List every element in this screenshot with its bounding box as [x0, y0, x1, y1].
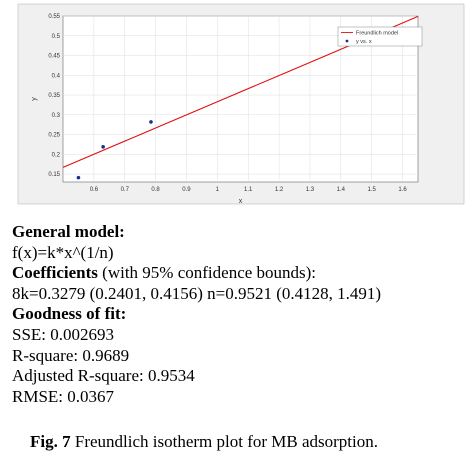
caption-text: Freundlich isotherm plot for MB adsorpti…	[70, 432, 378, 451]
y-tick-label: 0.15	[48, 172, 60, 178]
y-tick-label: 0.55	[48, 14, 60, 20]
sse-value: SSE: 0.002693	[12, 324, 115, 344]
x-tick-label: 0.9	[182, 187, 191, 193]
legend-box	[337, 26, 423, 47]
x-tick-label: 1.1	[244, 187, 253, 193]
y-tick-label: 0.4	[52, 73, 61, 79]
x-tick-label: 1	[216, 187, 220, 193]
rsquare-value: R-square: 0.9689	[12, 345, 130, 365]
x-tick-label: 1.2	[275, 187, 284, 193]
tick-labels: 0.6 0.7 0.8 0.9 1 1.1 1.2 1.3 1.4 1.5 1.6 0.15 0.2 0.…	[48, 14, 407, 193]
data-point	[101, 145, 105, 149]
model-formula: f(x)=k*x^(1/n)	[12, 242, 114, 262]
grid-lines	[63, 15, 418, 182]
adj-rsquare-value: Adjusted R-square: 0.9534	[12, 366, 195, 386]
x-tick-label: 1.3	[306, 187, 315, 193]
legend-label-data: y vs. x	[356, 39, 372, 45]
goodness-label: Goodness of fit:	[12, 304, 127, 324]
legend: Freundlich model y vs. x	[337, 26, 423, 47]
plot-svg: 0.6 0.7 0.8 0.9 1 1.1 1.2 1.3 1.4 1.5 1.6 0.15 0.2 0.…	[17, 3, 465, 205]
y-tick-label: 0.45	[48, 54, 60, 60]
caption-label: Fig. 7	[30, 432, 71, 451]
general-model-label: General model:	[12, 222, 125, 241]
coefficients-suffix: (with 95% confidence bounds):	[97, 263, 317, 283]
y-tick-label: 0.3	[52, 113, 61, 119]
y-tick-label: 0.5	[52, 34, 61, 40]
x-tick-label: 0.6	[90, 187, 99, 193]
data-point	[149, 120, 153, 124]
coefficients-label: Coefficients	[12, 263, 98, 283]
data-point	[76, 175, 81, 180]
x-tick-label: 0.7	[121, 187, 130, 193]
figure-caption: Fig. 7 Freundlich isotherm plot for MB a…	[30, 432, 378, 452]
x-axis-label: x	[239, 198, 243, 205]
legend-marker-swatch	[345, 39, 349, 43]
x-tick-label: 1.5	[368, 187, 377, 193]
rmse-value: RMSE: 0.0367	[12, 386, 115, 406]
fit-results: General model: f(x)=k*x^(1/n) Coefficien…	[12, 222, 468, 407]
x-tick-label: 0.8	[151, 187, 160, 193]
legend-label-model: Freundlich model	[356, 31, 398, 37]
y-tick-label: 0.2	[52, 152, 61, 158]
coefficients-values: 8k=0.3279 (0.2401, 0.4156) n=0.9521 (0.4…	[12, 283, 382, 303]
x-tick-label: 1.6	[398, 187, 407, 193]
y-tick-label: 0.25	[48, 133, 60, 139]
y-axis-label: y	[31, 97, 38, 101]
x-tick-label: 1.4	[337, 187, 346, 193]
coefficients-line: Coefficients (with 95% confidence bounds…	[12, 263, 468, 284]
y-tick-label: 0.35	[48, 93, 60, 99]
freundlich-plot: 0.6 0.7 0.8 0.9 1 1.1 1.2 1.3 1.4 1.5 1.6 0.15 0.2 0.…	[0, 0, 472, 222]
